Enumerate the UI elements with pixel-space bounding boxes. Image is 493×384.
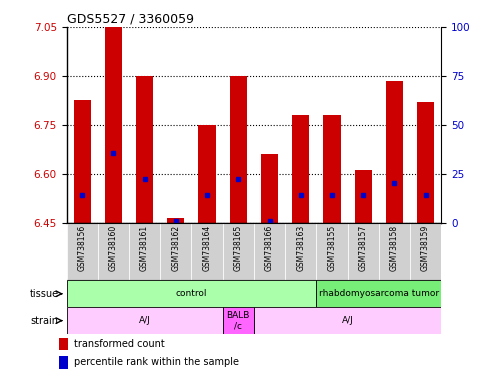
Text: A/J: A/J xyxy=(342,316,353,325)
Bar xyxy=(199,125,215,223)
Text: percentile rank within the sample: percentile rank within the sample xyxy=(74,358,239,367)
Bar xyxy=(285,223,317,280)
Text: strain: strain xyxy=(31,316,59,326)
Bar xyxy=(254,223,285,280)
Text: GSM738166: GSM738166 xyxy=(265,224,274,271)
Bar xyxy=(323,115,341,223)
Text: tissue: tissue xyxy=(30,289,59,299)
Bar xyxy=(160,223,191,280)
Text: control: control xyxy=(176,289,207,298)
Bar xyxy=(105,27,122,223)
Bar xyxy=(223,223,254,280)
Bar xyxy=(386,81,403,223)
Bar xyxy=(292,115,309,223)
Text: GSM738159: GSM738159 xyxy=(421,224,430,271)
Bar xyxy=(354,170,372,223)
Bar xyxy=(59,338,68,350)
Bar xyxy=(348,223,379,280)
Text: GSM738163: GSM738163 xyxy=(296,224,305,271)
Text: GSM738164: GSM738164 xyxy=(203,224,211,271)
Bar xyxy=(379,223,410,280)
Bar xyxy=(67,307,223,334)
Text: rhabdomyosarcoma tumor: rhabdomyosarcoma tumor xyxy=(319,289,439,298)
Bar xyxy=(261,154,278,223)
Text: transformed count: transformed count xyxy=(74,339,165,349)
Bar xyxy=(191,223,223,280)
Text: GSM738165: GSM738165 xyxy=(234,224,243,271)
Bar xyxy=(317,280,441,307)
Bar xyxy=(67,223,98,280)
Bar xyxy=(223,307,254,334)
Text: A/J: A/J xyxy=(139,316,150,325)
Text: GSM738158: GSM738158 xyxy=(390,224,399,271)
Text: GSM738156: GSM738156 xyxy=(78,224,87,271)
Bar xyxy=(167,218,184,223)
Bar xyxy=(98,223,129,280)
Text: BALB
/c: BALB /c xyxy=(227,311,250,330)
Bar xyxy=(410,223,441,280)
Bar xyxy=(317,223,348,280)
Bar xyxy=(73,100,91,223)
Text: GSM738157: GSM738157 xyxy=(359,224,368,271)
Text: GSM738161: GSM738161 xyxy=(140,224,149,271)
Bar xyxy=(254,307,441,334)
Text: GSM738160: GSM738160 xyxy=(109,224,118,271)
Text: GDS5527 / 3360059: GDS5527 / 3360059 xyxy=(67,13,194,26)
Bar xyxy=(136,76,153,223)
Text: GSM738162: GSM738162 xyxy=(172,224,180,271)
Bar xyxy=(59,356,68,369)
Text: GSM738155: GSM738155 xyxy=(327,224,336,271)
Bar xyxy=(230,76,247,223)
Bar xyxy=(417,102,434,223)
Bar xyxy=(129,223,160,280)
Bar xyxy=(67,280,317,307)
